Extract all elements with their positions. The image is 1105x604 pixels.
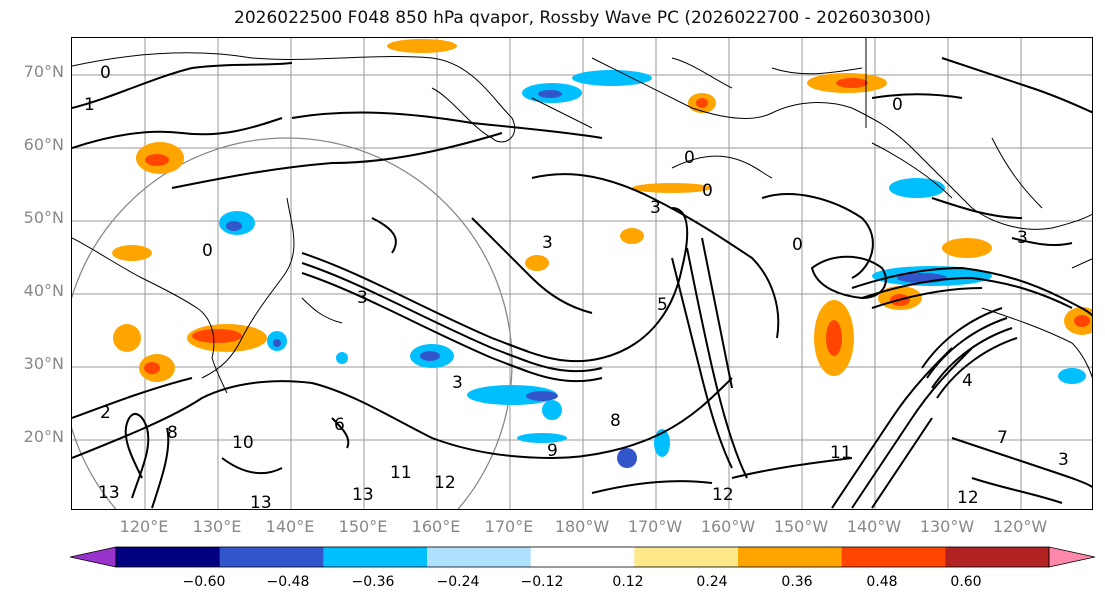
contour-label: 0	[892, 95, 903, 115]
lat-label: 20°N	[23, 427, 64, 446]
colorbar-cell	[116, 547, 221, 567]
contour-label: 7	[997, 428, 1008, 448]
contour-label: 3	[1017, 228, 1028, 248]
lon-label: 160°E	[411, 517, 461, 536]
colorbar-tick: 0.48	[866, 574, 898, 590]
lon-label: 180°W	[554, 517, 610, 536]
contour-label: 3	[357, 288, 368, 308]
lon-label: 130°E	[192, 517, 242, 536]
grey-circle	[72, 137, 513, 509]
colorbar-extend-low	[70, 546, 117, 568]
contour-lines	[72, 57, 1092, 509]
lon-label: 170°E	[484, 517, 534, 536]
colorbar-cell	[634, 547, 739, 567]
contour-label: 13	[98, 483, 120, 503]
lon-label: 140°E	[265, 517, 315, 536]
colorbar-tick: 0.60	[950, 574, 982, 590]
contour-label: 0	[100, 63, 111, 83]
contour-label-group: 0 1 0 0 0 3 3 3 5 0 0 3 3 6 8 9 10 11 11…	[84, 63, 1069, 510]
contour-label: 12	[712, 485, 734, 505]
lon-label: 150°W	[773, 517, 829, 536]
colorbar	[70, 546, 1095, 568]
lat-label: 40°N	[23, 281, 64, 300]
lon-label: 170°W	[627, 517, 683, 536]
colorbar-tick: −0.48	[266, 574, 310, 590]
colorbar-tick: −0.12	[520, 574, 564, 590]
colorbar-tick: 0.24	[696, 574, 728, 590]
lon-label: 160°W	[700, 517, 756, 536]
colorbar-cell	[323, 547, 428, 567]
contour-label: 3	[452, 373, 463, 393]
lat-label: 60°N	[23, 135, 64, 154]
contour-label: 8	[167, 423, 178, 443]
lon-label: 120°E	[119, 517, 169, 536]
colorbar-tick: −0.36	[351, 574, 395, 590]
lon-label: 130°W	[919, 517, 975, 536]
lat-label: 70°N	[23, 62, 64, 81]
colorbar-cell	[738, 547, 843, 567]
contour-label: 4	[962, 371, 973, 391]
contour-label: 3	[650, 198, 661, 218]
lon-label: 140°W	[846, 517, 902, 536]
contour-label: 13	[250, 493, 272, 510]
lon-label: 120°W	[992, 517, 1048, 536]
shading-patches	[112, 39, 1092, 468]
map-title: 2026022500 F048 850 hPa qvapor, Rossby W…	[234, 8, 931, 28]
coastlines	[72, 38, 1092, 394]
colorbar-cell	[945, 547, 1050, 567]
lon-label: 150°E	[338, 517, 388, 536]
colorbar-tick: −0.24	[436, 574, 480, 590]
contour-label: 12	[434, 473, 456, 493]
contour-label: 11	[830, 443, 852, 463]
colorbar-tick: 0.36	[781, 574, 813, 590]
contour-label: 3	[542, 233, 553, 253]
contour-label: 9	[547, 441, 558, 461]
colorbar-extend-high	[1048, 546, 1095, 568]
lat-label: 30°N	[23, 354, 64, 373]
colorbar-border	[115, 546, 1050, 568]
contour-label: 8	[610, 411, 621, 431]
map-plot: 0 1 0 0 0 3 3 3 5 0 0 3 3 6 8 9 10 11 11…	[72, 38, 1092, 510]
contour-label: 13	[352, 485, 374, 505]
colorbar-cell	[841, 547, 946, 567]
colorbar-tick: −0.60	[182, 574, 226, 590]
contour-label: 3	[1058, 450, 1069, 470]
contour-label: 0	[792, 235, 803, 255]
lat-label: 50°N	[23, 208, 64, 227]
contour-label: 10	[232, 433, 254, 453]
contour-label: 0	[684, 148, 695, 168]
contour-label: 5	[657, 295, 668, 315]
contour-label: 1	[84, 95, 95, 115]
contour-label: 12	[957, 488, 979, 508]
contour-label: 2	[100, 403, 111, 423]
colorbar-cell	[219, 547, 324, 567]
contour-label: 0	[702, 181, 713, 201]
contour-label: 6	[334, 415, 345, 435]
colorbar-tick: 0.12	[612, 574, 644, 590]
colorbar-cell	[530, 547, 635, 567]
map-panel: 0 1 0 0 0 3 3 3 5 0 0 3 3 6 8 9 10 11 11…	[71, 37, 1093, 510]
colorbar-cell	[427, 547, 532, 567]
contour-label: 0	[202, 241, 213, 261]
contour-label: 11	[390, 463, 412, 483]
